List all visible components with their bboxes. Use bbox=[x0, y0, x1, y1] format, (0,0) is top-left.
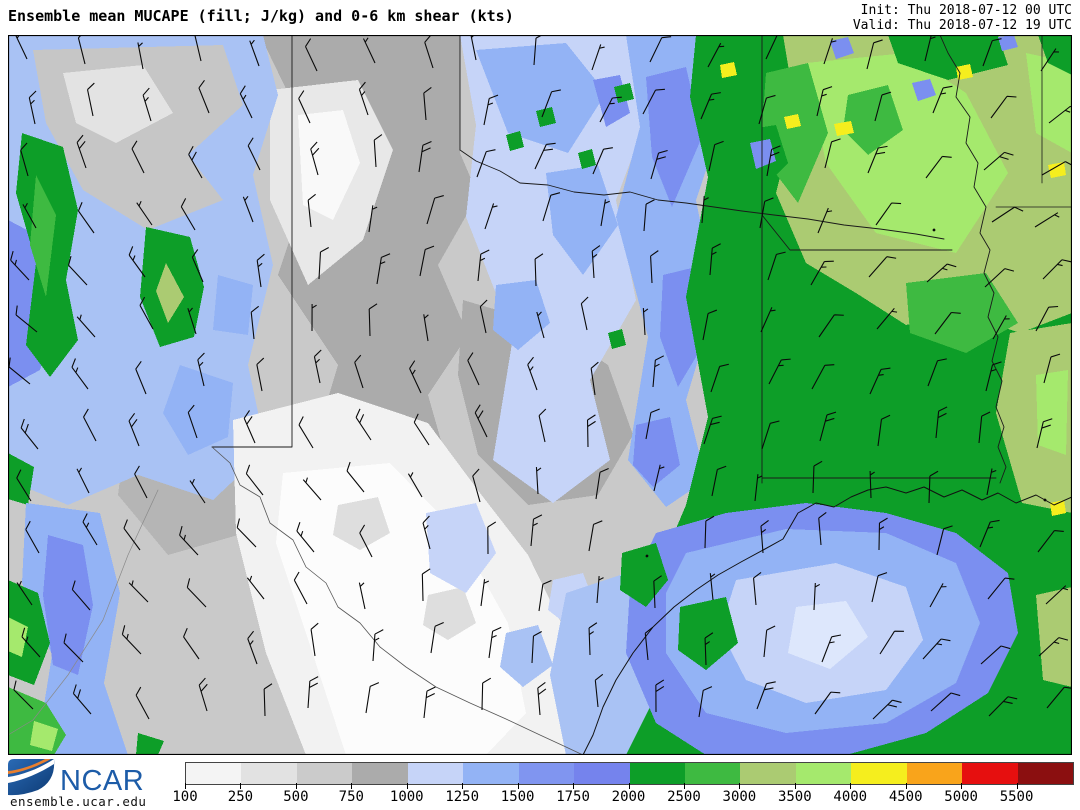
colorbar-segment bbox=[296, 763, 353, 784]
site-url: ensemble.ucar.edu bbox=[10, 794, 147, 809]
colorbar-tick bbox=[905, 783, 907, 789]
colorbar-segment bbox=[906, 763, 963, 784]
colorbar-segment bbox=[463, 763, 519, 784]
colorbar-tick bbox=[850, 783, 852, 789]
mucape-colorbar bbox=[185, 762, 1074, 785]
colorbar-tick bbox=[462, 783, 464, 789]
init-time: Init: Thu 2018-07-12 00 UTC bbox=[860, 3, 1072, 18]
colorbar-tick bbox=[794, 783, 796, 789]
colorbar-tick-label: 5500 bbox=[999, 789, 1034, 805]
colorbar-tick-label: 1500 bbox=[500, 789, 535, 805]
colorbar-tick bbox=[683, 783, 685, 789]
colorbar-tick bbox=[351, 783, 353, 789]
ncar-logo-orange-swoosh bbox=[8, 759, 51, 774]
colorbar-tick bbox=[185, 783, 186, 789]
ncar-logo-white-swoosh bbox=[8, 759, 54, 783]
colorbar-tick-label: 4000 bbox=[833, 789, 868, 805]
colorbar-segment bbox=[574, 763, 630, 784]
map-border bbox=[8, 35, 1072, 755]
colorbar-tick-label: 2500 bbox=[667, 789, 701, 805]
colorbar-tick bbox=[406, 783, 408, 789]
colorbar-tick bbox=[295, 783, 297, 789]
colorbar-tick-label: 100 bbox=[172, 789, 198, 805]
gulf-coastline bbox=[582, 486, 1072, 755]
ncar-logo: NCAR bbox=[8, 759, 144, 797]
colorbar-segment bbox=[518, 763, 575, 784]
state-boundaries bbox=[8, 35, 1072, 755]
rio-grande-river bbox=[211, 446, 584, 755]
colorbar-tick bbox=[961, 783, 963, 789]
colorbar-segment bbox=[962, 763, 1018, 784]
colorbar-segment bbox=[851, 763, 907, 784]
ncar-logo-text: NCAR bbox=[60, 765, 144, 797]
colorbar-tick bbox=[739, 783, 741, 789]
colorbar-tick-label: 1000 bbox=[389, 789, 424, 805]
colorbar-segment bbox=[629, 763, 685, 784]
colorbar-tick bbox=[573, 783, 575, 789]
colorbar-tick bbox=[1016, 783, 1018, 789]
colorbar-tick-label: 4500 bbox=[888, 789, 923, 805]
colorbar-tick bbox=[628, 783, 630, 789]
page-title: Ensemble mean MUCAPE (fill; J/kg) and 0-… bbox=[8, 7, 514, 25]
valid-time: Valid: Thu 2018-07-12 19 UTC bbox=[852, 18, 1072, 33]
colorbar-tick-label: 750 bbox=[338, 789, 364, 805]
colorbar-segment bbox=[352, 763, 408, 784]
colorbar-segment bbox=[740, 763, 796, 784]
colorbar-tick-label: 1250 bbox=[445, 789, 480, 805]
colorbar-tick-label: 5000 bbox=[944, 789, 978, 805]
mucape-shear-map bbox=[8, 35, 1072, 755]
mexico-boundary bbox=[8, 489, 159, 736]
mucape-fill-contours bbox=[8, 35, 1072, 755]
colorbar-tick-label: 250 bbox=[227, 789, 254, 805]
colorbar-segment bbox=[684, 763, 741, 784]
colorbar-tick bbox=[517, 783, 519, 789]
colorbar-segment bbox=[1017, 763, 1073, 784]
colorbar-segment bbox=[795, 763, 852, 784]
colorbar-tick bbox=[240, 783, 242, 789]
weather-map bbox=[8, 35, 1072, 755]
colorbar-segment bbox=[186, 763, 242, 784]
colorbar-segment bbox=[241, 763, 297, 784]
colorbar-tick-label: 500 bbox=[283, 789, 309, 805]
colorbar-tick-label: 2000 bbox=[611, 789, 646, 805]
colorbar-tick-label: 3000 bbox=[722, 789, 757, 805]
colorbar-tick-label: 1750 bbox=[556, 789, 590, 805]
colorbar-tick-label: 3500 bbox=[777, 789, 812, 805]
model-times: Init: Thu 2018-07-12 00 UTC Valid: Thu 2… bbox=[853, 3, 1072, 33]
colorbar-segment bbox=[407, 763, 464, 784]
